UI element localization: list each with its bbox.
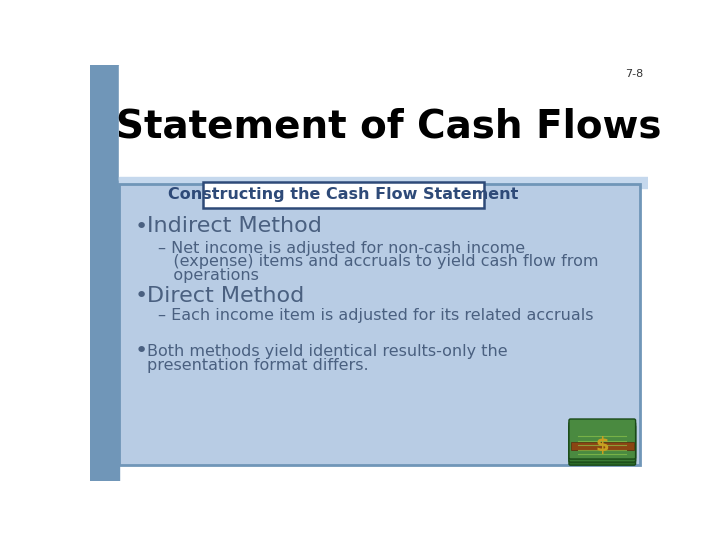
Text: Constructing the Cash Flow Statement: Constructing the Cash Flow Statement — [168, 187, 518, 202]
FancyBboxPatch shape — [569, 422, 636, 462]
FancyBboxPatch shape — [120, 184, 640, 465]
Text: 7-8: 7-8 — [625, 70, 644, 79]
Text: $: $ — [595, 436, 609, 455]
Text: presentation format differs.: presentation format differs. — [148, 357, 369, 373]
Text: •: • — [135, 341, 148, 361]
FancyBboxPatch shape — [569, 425, 636, 465]
Text: •: • — [135, 286, 148, 306]
FancyBboxPatch shape — [203, 182, 484, 208]
Text: – Net income is adjusted for non-cash income: – Net income is adjusted for non-cash in… — [158, 240, 526, 255]
Bar — [120, 65, 648, 180]
Bar — [90, 65, 295, 150]
Text: (expense) items and accruals to yield cash flow from: (expense) items and accruals to yield ca… — [158, 254, 599, 269]
Text: Statement of Cash Flows: Statement of Cash Flows — [116, 107, 661, 145]
Bar — [120, 177, 648, 188]
Text: – Each income item is adjusted for its related accruals: – Each income item is adjusted for its r… — [158, 308, 594, 322]
Text: •: • — [135, 217, 148, 237]
Text: Indirect Method: Indirect Method — [148, 217, 323, 237]
Text: Both methods yield identical results-only the: Both methods yield identical results-onl… — [148, 344, 508, 359]
Text: operations: operations — [158, 268, 259, 284]
Bar — [570, 442, 634, 450]
Bar — [90, 65, 120, 481]
Text: Direct Method: Direct Method — [148, 286, 305, 306]
FancyBboxPatch shape — [569, 419, 636, 459]
